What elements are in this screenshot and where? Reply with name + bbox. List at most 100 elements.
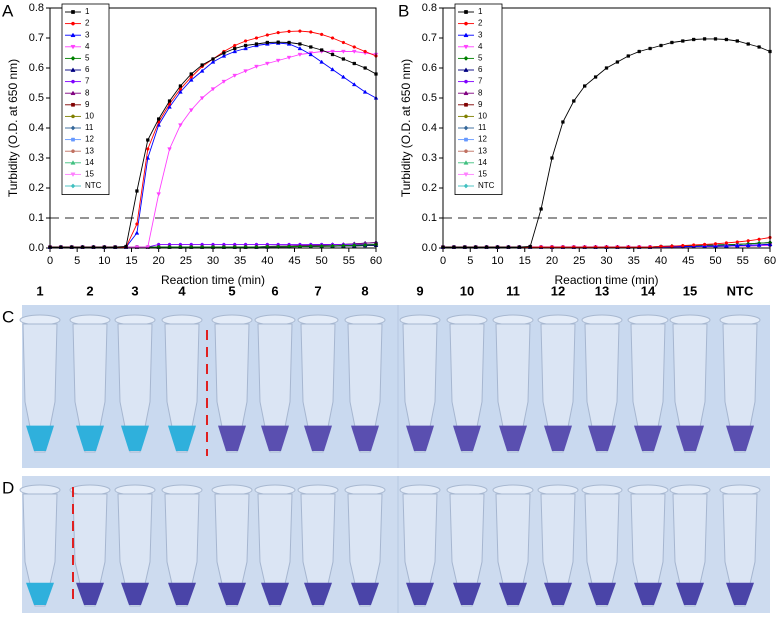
marker bbox=[330, 67, 335, 72]
tube-label: 10 bbox=[460, 283, 474, 298]
marker bbox=[681, 39, 685, 43]
marker bbox=[351, 82, 357, 87]
y-tick-label: 0.5 bbox=[29, 92, 44, 104]
y-tick-label: 0.0 bbox=[422, 242, 437, 254]
marker bbox=[178, 123, 183, 128]
marker bbox=[735, 240, 739, 244]
legend-label: 1 bbox=[478, 7, 483, 16]
tube-liquid bbox=[676, 582, 704, 605]
x-tick-label: 45 bbox=[682, 255, 694, 267]
marker bbox=[178, 89, 183, 94]
marker bbox=[71, 79, 75, 84]
tube-label: 2 bbox=[86, 283, 93, 298]
tube-liquid bbox=[634, 425, 662, 451]
tube-liquid bbox=[544, 582, 572, 605]
legend-label: 6 bbox=[85, 65, 90, 74]
marker bbox=[351, 49, 357, 54]
x-tick-label: 30 bbox=[600, 255, 612, 267]
marker bbox=[341, 57, 346, 61]
marker bbox=[583, 84, 587, 88]
marker bbox=[463, 125, 469, 131]
marker bbox=[189, 75, 193, 79]
marker bbox=[298, 29, 302, 33]
marker bbox=[156, 192, 161, 197]
legend-label: 14 bbox=[478, 158, 487, 167]
legend-label: 3 bbox=[85, 30, 90, 39]
tube-liquid bbox=[168, 582, 196, 605]
y-axis-label: Turbidity (O.D. at 650 nm) bbox=[6, 59, 20, 197]
tube-body bbox=[630, 493, 666, 607]
marker bbox=[539, 207, 543, 211]
legend-label: 10 bbox=[478, 112, 487, 121]
marker bbox=[713, 37, 718, 41]
legend-label: 15 bbox=[478, 170, 487, 179]
legend-label: 10 bbox=[85, 112, 94, 121]
legend-label: 12 bbox=[85, 135, 94, 144]
marker bbox=[254, 64, 259, 69]
x-tick-label: 10 bbox=[98, 255, 110, 267]
marker bbox=[199, 96, 205, 101]
marker bbox=[463, 90, 469, 96]
marker bbox=[135, 222, 139, 226]
marker bbox=[681, 243, 685, 248]
marker bbox=[243, 43, 248, 48]
marker bbox=[232, 73, 238, 78]
marker bbox=[70, 90, 76, 96]
y-tick-label: 0.2 bbox=[422, 182, 437, 194]
y-tick-label: 0.0 bbox=[29, 242, 44, 254]
tube-label: 9 bbox=[416, 283, 423, 298]
marker bbox=[308, 52, 314, 57]
x-tick-label: 40 bbox=[655, 255, 667, 267]
panel-label: D bbox=[2, 478, 14, 497]
tube-body bbox=[347, 323, 383, 453]
x-tick-label: 25 bbox=[573, 255, 585, 267]
marker bbox=[330, 36, 335, 40]
tube-body bbox=[257, 323, 293, 453]
marker bbox=[724, 37, 729, 42]
marker bbox=[146, 147, 150, 151]
marker bbox=[124, 244, 128, 249]
marker bbox=[146, 138, 150, 142]
legend-label: 11 bbox=[85, 123, 94, 132]
marker bbox=[659, 244, 663, 249]
tube-body bbox=[300, 323, 336, 453]
marker bbox=[189, 72, 193, 76]
legend-label: 5 bbox=[478, 54, 483, 63]
marker bbox=[157, 117, 161, 121]
tube-body bbox=[584, 323, 620, 453]
tube-liquid bbox=[544, 425, 572, 451]
marker bbox=[320, 32, 324, 37]
x-tick-label: 60 bbox=[764, 255, 776, 267]
legend-label: 6 bbox=[478, 65, 483, 74]
tube-label: 11 bbox=[506, 283, 520, 298]
marker bbox=[254, 36, 259, 40]
marker bbox=[275, 58, 281, 63]
marker bbox=[648, 46, 652, 51]
legend-label: 12 bbox=[478, 135, 487, 144]
marker bbox=[363, 66, 367, 70]
marker bbox=[286, 55, 292, 60]
legend-label: 14 bbox=[85, 158, 94, 167]
marker bbox=[330, 49, 335, 54]
tube-body bbox=[495, 493, 531, 607]
marker bbox=[464, 149, 468, 154]
marker bbox=[670, 40, 674, 45]
tube-liquid bbox=[26, 425, 54, 451]
marker bbox=[550, 156, 554, 160]
legend-label: 15 bbox=[85, 170, 94, 179]
marker bbox=[724, 241, 729, 245]
marker bbox=[572, 99, 576, 103]
x-tick-label: 50 bbox=[709, 255, 721, 267]
y-tick-label: 0.8 bbox=[422, 2, 437, 14]
legend-label: NTC bbox=[85, 181, 102, 190]
marker bbox=[464, 10, 468, 14]
marker bbox=[70, 67, 76, 72]
tube-body bbox=[495, 323, 531, 453]
marker bbox=[528, 244, 532, 249]
tube-body bbox=[72, 493, 108, 607]
tube-label: NTC bbox=[727, 283, 754, 298]
tube-body bbox=[402, 493, 438, 607]
marker bbox=[70, 44, 76, 50]
tube-label: 15 bbox=[683, 283, 697, 298]
tube-body bbox=[214, 323, 250, 453]
